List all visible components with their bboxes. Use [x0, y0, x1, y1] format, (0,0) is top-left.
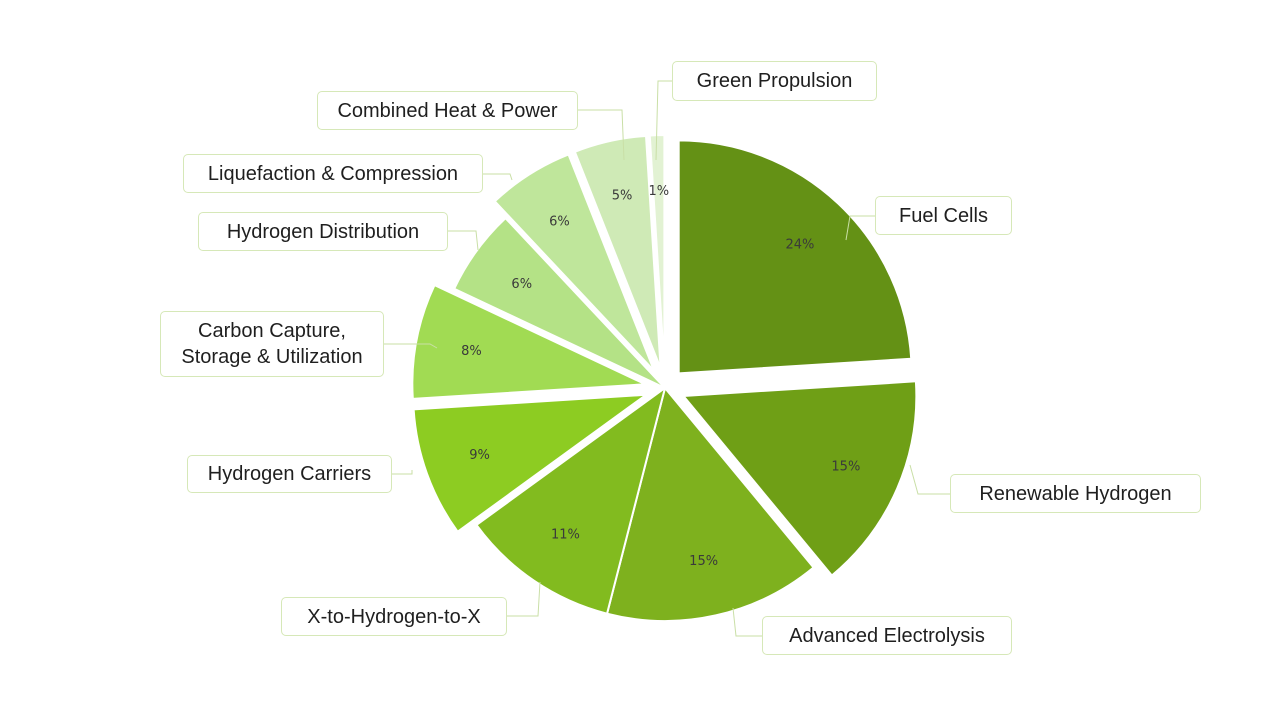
leader-line	[507, 581, 541, 617]
slice-percent-label: 6%	[549, 215, 570, 230]
leader-line	[732, 607, 762, 637]
pie-slice	[452, 216, 666, 389]
category-label: Advanced Electrolysis	[762, 616, 1012, 655]
slice-percent-label: 5%	[612, 189, 633, 204]
leader-line	[578, 109, 625, 161]
slice-percent-label: 1%	[648, 184, 669, 199]
pie-slice	[411, 283, 646, 400]
pie-slice	[681, 380, 918, 577]
category-label: Carbon Capture, Storage & Utilization	[160, 311, 384, 377]
leader-line	[655, 80, 672, 161]
pie-slice	[677, 139, 913, 375]
pie-slice	[475, 385, 667, 615]
leader-line	[483, 173, 513, 181]
slice-percent-label: 15%	[831, 459, 860, 474]
leader-line	[845, 215, 875, 241]
pie-slice	[605, 385, 815, 622]
leader-line	[384, 343, 438, 349]
leader-line	[448, 230, 479, 251]
slice-percent-label: 8%	[461, 344, 482, 359]
category-label: Liquefaction & Compression	[183, 154, 483, 193]
category-label: Green Propulsion	[672, 61, 877, 101]
category-label: X-to-Hydrogen-to-X	[281, 597, 507, 636]
pie-slice	[493, 153, 656, 372]
pie-slice	[412, 393, 650, 534]
slice-percent-label: 15%	[689, 554, 718, 569]
category-label: Hydrogen Distribution	[198, 212, 448, 251]
pie-slice	[573, 134, 662, 369]
leader-line	[909, 464, 950, 495]
category-label: Hydrogen Carriers	[187, 455, 392, 493]
slice-percent-label: 11%	[551, 527, 580, 542]
slice-percent-label: 9%	[469, 448, 490, 463]
leader-line	[392, 470, 413, 475]
category-label: Combined Heat & Power	[317, 91, 578, 130]
slice-percent-label: 6%	[511, 277, 532, 292]
category-label: Renewable Hydrogen	[950, 474, 1201, 513]
slice-percent-label: 24%	[785, 237, 814, 252]
category-label: Fuel Cells	[875, 196, 1012, 235]
